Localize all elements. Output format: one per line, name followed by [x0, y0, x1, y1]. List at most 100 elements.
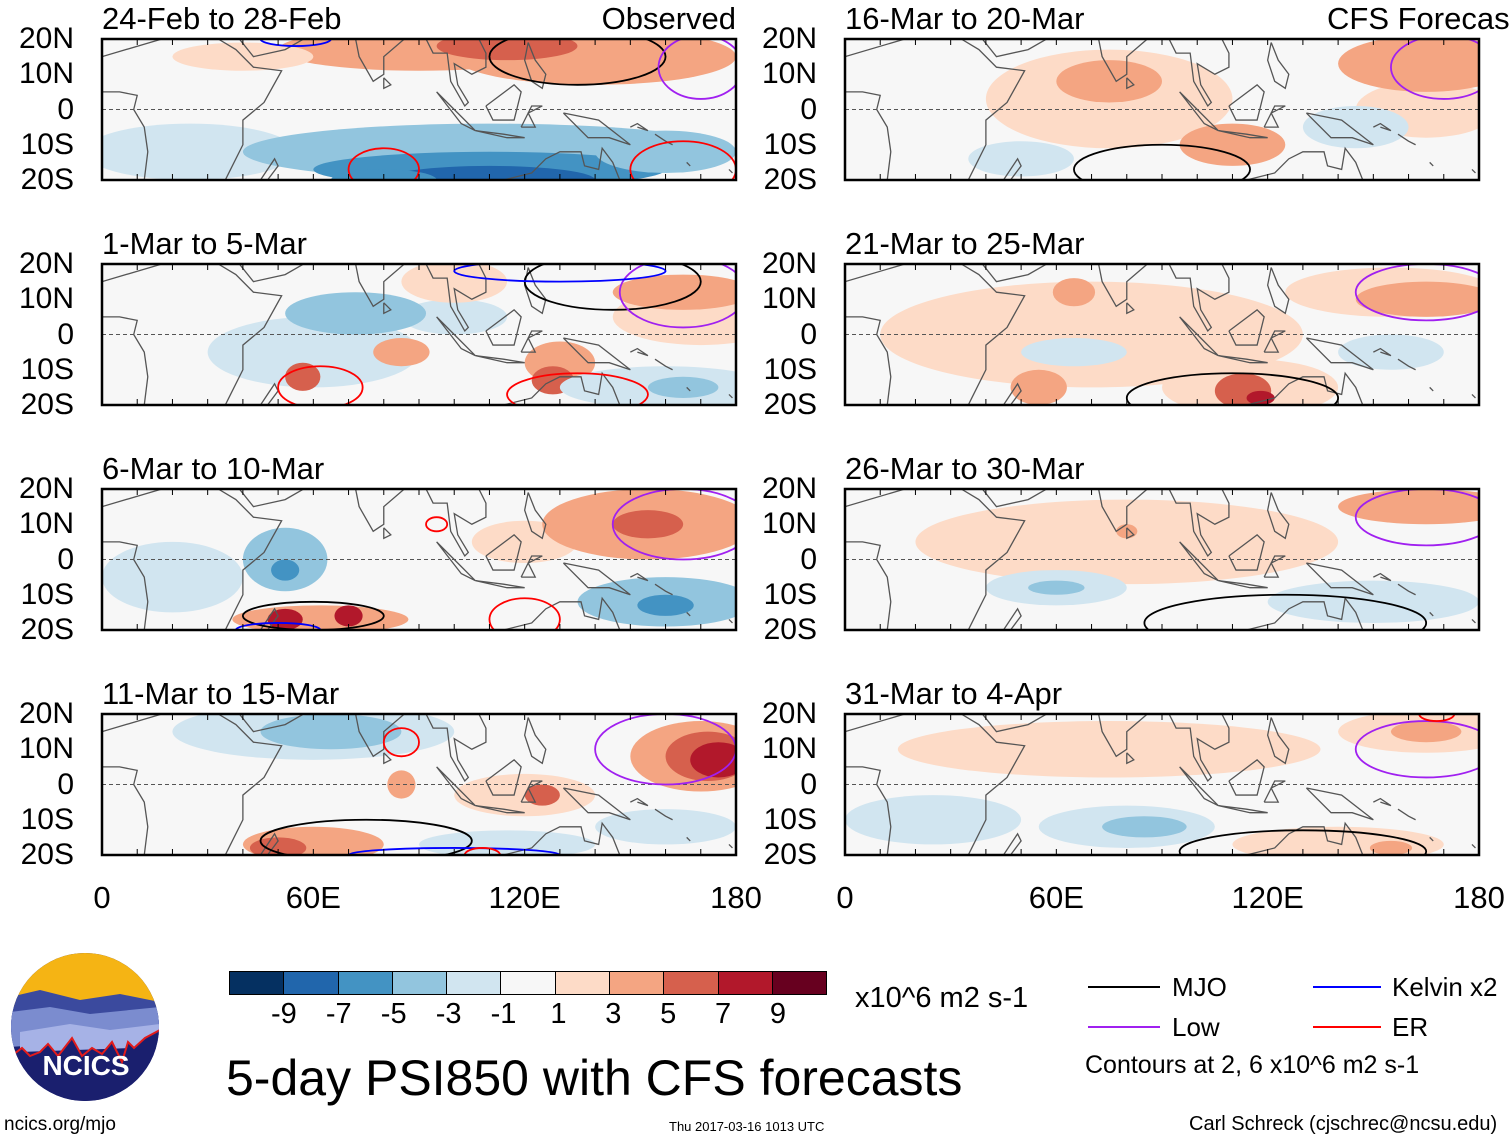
- positive-anomaly-region: [334, 605, 363, 627]
- coastline: [523, 717, 547, 765]
- negative-anomaly-region: [102, 123, 296, 180]
- colorbar-swatch: [718, 972, 773, 994]
- colorbar-swatch: [555, 972, 611, 994]
- coastline: [1471, 168, 1476, 174]
- coastline: [1126, 527, 1135, 540]
- coastline: [1471, 618, 1476, 624]
- coastline: [354, 39, 406, 83]
- coastline: [686, 611, 691, 617]
- mjo-contour: [1178, 829, 1428, 855]
- map-panel: [843, 262, 1481, 407]
- coastline: [1168, 264, 1230, 333]
- positive-anomaly-region: [1179, 123, 1286, 166]
- coastline: [845, 39, 1026, 180]
- colorbar-tick-label: 1: [550, 998, 567, 1030]
- coastline: [475, 580, 525, 589]
- lon-tick-label: 180: [1453, 880, 1505, 915]
- colorbar-swatch: [230, 972, 285, 994]
- colorbar-swatch: [447, 972, 502, 994]
- lon-tick-label: 60E: [1028, 880, 1084, 915]
- coastline: [523, 492, 547, 540]
- coastline: [436, 91, 476, 132]
- coastline: [520, 555, 543, 578]
- coastline: [1002, 382, 1022, 405]
- panel-title: 26-Mar to 30-Mar: [845, 451, 1085, 486]
- coastline: [728, 843, 733, 849]
- coastline: [436, 316, 476, 357]
- coastline: [1397, 583, 1416, 596]
- coastline: [1263, 780, 1286, 803]
- positive-anomaly-region: [1056, 60, 1162, 103]
- coastline: [1218, 130, 1268, 139]
- coastline: [1266, 492, 1290, 540]
- coastline: [845, 316, 892, 405]
- er-line-swatch: [1313, 1026, 1381, 1028]
- lat-tick-label: 20N: [18, 22, 74, 55]
- positive-anomaly-region: [1052, 278, 1096, 307]
- coastline: [1266, 42, 1290, 90]
- er-contour: [277, 365, 364, 405]
- panel-title: 24-Feb to 28-Feb: [102, 1, 342, 36]
- colorbar-swatch: [610, 972, 665, 994]
- legend-mjo: MJO: [1172, 972, 1227, 1002]
- lat-tick-label: 10S: [20, 127, 74, 161]
- author-credit: Carl Schreck (cjschrec@ncsu.edu): [1189, 1113, 1498, 1135]
- map-panel: [100, 487, 738, 632]
- lat-tick-label: 10S: [763, 352, 817, 386]
- positive-anomaly-region: [612, 274, 736, 310]
- lat-tick-label: 20S: [763, 163, 817, 196]
- lat-tick-label: 10S: [20, 802, 74, 836]
- mjo-contour: [1125, 372, 1339, 405]
- colorbar-swatch: [338, 972, 393, 994]
- lon-tick-label: 0: [836, 880, 854, 915]
- colorbar-tick-label: -3: [435, 998, 462, 1030]
- coastline: [1002, 157, 1022, 180]
- panel-title: 21-Mar to 25-Mar: [845, 226, 1085, 261]
- positive-anomaly-region: [267, 608, 303, 630]
- kelvin-contour: [259, 39, 332, 47]
- low-contour: [657, 39, 736, 100]
- lat-tick-label: 10S: [763, 577, 817, 611]
- coastline: [1002, 607, 1022, 630]
- coastline: [845, 541, 892, 630]
- negative-anomaly-region: [647, 376, 719, 398]
- low-contour: [1354, 264, 1479, 322]
- coastline: [1305, 112, 1374, 146]
- negative-anomaly-region: [1102, 816, 1187, 838]
- coastline: [102, 766, 149, 855]
- negative-anomaly-region: [637, 594, 694, 616]
- coastline: [1218, 355, 1268, 364]
- coastline: [1218, 805, 1268, 814]
- map-panel: [100, 262, 738, 407]
- coastline: [630, 797, 649, 807]
- lat-tick-label: 20S: [20, 838, 74, 871]
- mjo-contour: [1143, 593, 1428, 630]
- panel-tag: CFS Forecast: [1327, 1, 1510, 36]
- colorbar-tick-label: 3: [605, 998, 622, 1030]
- panel-title: 16-Mar to 20-Mar: [845, 1, 1085, 36]
- map-panel: [100, 37, 738, 182]
- lat-tick-label: 0: [800, 92, 817, 126]
- er-contour: [506, 372, 649, 405]
- site-link[interactable]: ncics.org/mjo: [4, 1114, 116, 1135]
- lat-tick-label: 20S: [20, 388, 74, 421]
- coastline: [1168, 489, 1230, 558]
- colorbar-tick-label: -9: [270, 998, 297, 1030]
- lat-tick-label: 20N: [18, 247, 74, 280]
- lat-tick-label: 10N: [18, 57, 74, 91]
- coastline: [485, 758, 522, 796]
- mjo-contour: [242, 600, 385, 630]
- coastline: [520, 330, 543, 353]
- lat-tick-label: 20S: [763, 838, 817, 871]
- positive-anomaly-region: [524, 784, 560, 806]
- coastline: [654, 358, 673, 371]
- coastline: [1097, 714, 1149, 758]
- mjo-contour: [259, 818, 473, 855]
- low-line-swatch: [1088, 1026, 1160, 1028]
- positive-anomaly-region: [373, 338, 430, 367]
- coastline: [259, 157, 279, 180]
- lat-tick-label: 0: [57, 92, 74, 126]
- coastline: [503, 596, 621, 630]
- colorbar-tick-label: 9: [769, 998, 787, 1030]
- lat-tick-label: 10N: [761, 282, 817, 316]
